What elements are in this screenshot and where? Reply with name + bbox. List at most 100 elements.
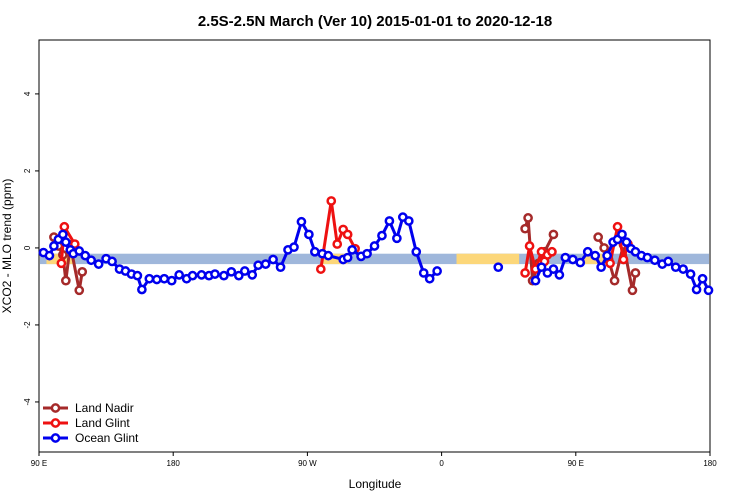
data-point [520,223,530,234]
data-point [590,250,601,261]
data-point [630,268,641,278]
data-point [77,266,88,277]
data-point [226,266,237,277]
x-tick-label: 90 E [568,459,584,468]
data-point [418,268,429,278]
data-point [520,268,530,278]
data-point [247,270,258,280]
data-point [547,246,557,257]
land-band-segment [320,253,348,265]
data-point [196,270,207,280]
data-point [60,237,71,247]
data-point [649,255,660,266]
data-point [49,241,59,251]
data-point [296,216,307,227]
data-point [304,229,314,240]
legend-label: Land Nadir [75,401,134,415]
data-point [58,229,68,240]
data-point [554,270,565,280]
series-layer [38,196,714,296]
series-line-segment [407,220,418,253]
x-tick-label: 180 [167,459,181,468]
data-point [493,262,504,273]
data-point [384,216,395,226]
data-point [593,232,604,242]
data-point [166,275,177,286]
data-point [342,252,353,263]
y-axis-label: XCO2 - MLO trend (ppm) [0,179,14,314]
x-tick-label: 0 [439,459,444,468]
data-point [326,196,337,206]
data-point [233,270,244,281]
data-point [144,273,155,284]
y-tick-label: -2 [23,321,32,329]
data-point [275,262,286,273]
x-tick-label: 90 E [31,459,47,468]
ocean-band [40,253,709,265]
data-point [582,246,593,257]
data-point [530,275,541,286]
data-point [159,273,170,284]
data-point [392,233,402,244]
data-point [567,254,578,265]
land-band-segment [456,253,520,265]
data-point [60,275,71,286]
x-axis-label: Longitude [349,477,402,491]
data-point [310,246,320,257]
data-point [697,273,708,284]
data-point [219,270,229,281]
data-point [369,241,380,251]
data-point [663,256,674,267]
data-point [362,248,372,259]
data-point [575,257,586,268]
data-point [187,270,198,281]
x-tick-label: 180 [703,459,717,468]
data-point [685,269,696,279]
data-point [524,241,535,251]
series-line-segment [329,200,339,245]
data-point [107,256,117,267]
data-point [432,266,442,276]
data-point [44,250,55,261]
legend-marker [50,403,61,413]
data-point [605,258,615,269]
data-point [627,285,638,296]
data-point [691,284,702,295]
data-point [424,273,435,284]
data-point [132,270,143,281]
data-point [93,259,104,269]
data-point [239,266,250,276]
y-tick-label: -4 [23,398,32,406]
data-point [536,262,547,273]
data-point [174,270,185,280]
data-point [560,252,571,263]
data-point [342,229,353,240]
data-point [670,262,681,273]
legend-marker [50,433,61,443]
plot-frame [38,39,711,453]
data-point [377,230,387,241]
data-point [403,216,414,226]
data-point [59,221,70,232]
y-tick-label: 2 [23,168,32,173]
data-point [602,250,612,261]
data-point [268,254,278,265]
data-point [703,285,714,296]
data-point [151,274,162,285]
data-point [596,262,606,273]
data-point [332,239,343,249]
series-ocean-glint [38,212,714,296]
x-axis: 90 E 180 90 W 0 90 E 180 [31,452,717,468]
y-tick-label: 4 [23,91,32,96]
data-point [347,245,357,255]
data-point [323,250,334,261]
data-point [80,250,91,261]
data-point [210,269,220,279]
data-point [617,229,627,240]
data-point [74,246,85,256]
data-point [74,285,85,296]
y-axis: -4 -2 0 2 4 [23,91,39,406]
data-point [599,243,609,253]
data-point [315,264,326,274]
